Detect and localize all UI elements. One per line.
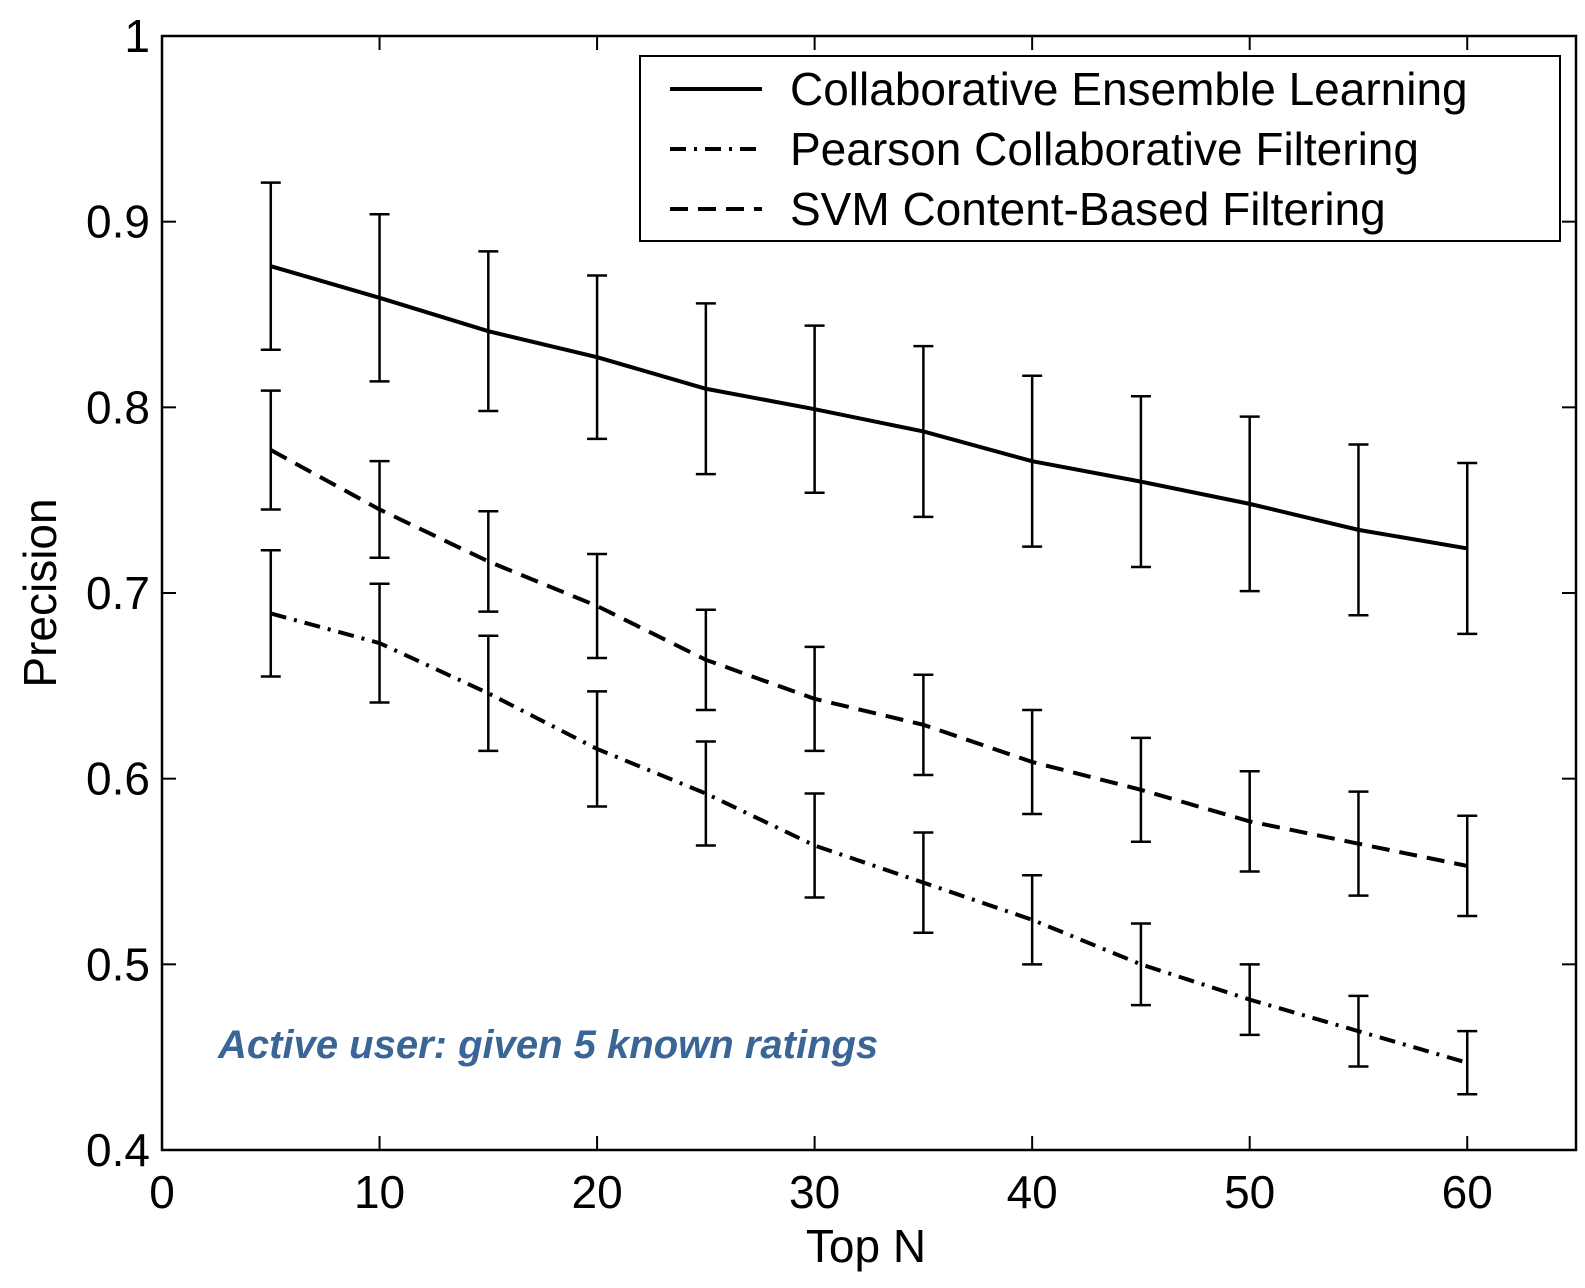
x-tick-label: 10 [354,1166,405,1218]
error-bar [804,792,825,899]
error-bar [369,212,390,383]
y-tick-label: 1 [124,10,150,62]
error-bar [260,181,281,352]
error-bar [1130,922,1151,1007]
y-tick-label: 0.7 [86,567,150,619]
error-bar [478,634,499,753]
annotation: Active user: given 5 known ratings [217,1023,878,1067]
error-bar [260,389,281,511]
error-bar [1239,769,1260,873]
error-bar [804,645,825,753]
error-bar [913,673,934,777]
error-bar [1239,963,1260,1037]
legend-label: SVM Content-Based Filtering [790,183,1386,235]
error-bar [1457,814,1478,918]
x-tick-label: 20 [571,1166,622,1218]
series-line [269,448,1468,868]
series-line [270,264,1468,551]
error-bar [913,831,934,935]
legend-box [639,55,1561,242]
y-tick-label: 0.4 [86,1124,150,1176]
legend-label: Pearson Collaborative Filtering [790,123,1419,175]
x-tick-label: 60 [1442,1166,1493,1218]
error-bar [804,324,825,494]
error-bar [695,740,716,847]
y-tick-label: 0.6 [86,753,150,805]
error-bar [1130,394,1151,569]
legend-label: Collaborative Ensemble Learning [790,63,1468,115]
error-bar [1348,994,1369,1068]
error-bar [1348,790,1369,897]
series-line [270,611,1468,1065]
error-bar [1457,461,1478,636]
error-bar [1348,443,1369,617]
error-bar [478,510,499,613]
error-bar [587,274,608,441]
error-bar [478,250,499,413]
x-axis-label: Top N [806,1220,926,1272]
error-bar [369,459,390,559]
error-bar [1022,873,1043,966]
error-bar [587,690,608,808]
y-tick-label: 0.5 [86,938,150,990]
x-tick-label: 40 [1007,1166,1058,1218]
error-bar [587,552,608,660]
error-bar [1022,708,1043,816]
error-bar [695,302,716,476]
y-axis-label: Precision [14,498,66,687]
error-bar [1130,736,1151,844]
y-tick-label: 0.8 [86,381,150,433]
error-bar [1457,1029,1478,1096]
x-tick-label: 0 [149,1166,175,1218]
error-bar [260,549,281,678]
error-bar [369,582,390,704]
error-bar [913,344,934,519]
y-tick-label: 0.9 [86,196,150,248]
error-bar [695,608,716,712]
error-bar [1022,374,1043,548]
x-tick-label: 30 [789,1166,840,1218]
x-tick-label: 50 [1224,1166,1275,1218]
error-bar [1239,415,1260,593]
